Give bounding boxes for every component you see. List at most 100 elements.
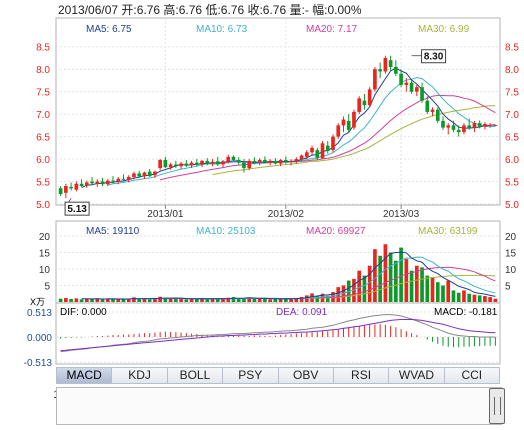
timeline-overview[interactable] [56, 387, 502, 425]
vol-legend-ma5: MA5: 19110 [86, 226, 140, 237]
price-y-tick-right: 8.5 [505, 43, 519, 54]
volume-bar [205, 299, 210, 302]
volume-bar [226, 297, 231, 302]
dif-line [60, 314, 496, 353]
volume-bar [451, 290, 456, 302]
macd-y-tick: 0.000 [27, 333, 52, 344]
volume-bar [247, 297, 252, 302]
volume-bar [163, 297, 168, 302]
candle-body [352, 111, 356, 128]
vol-legend-ma10: MA10: 25103 [196, 226, 256, 237]
price-y-tick-right: 6.5 [505, 133, 519, 144]
tab-wvad[interactable]: WVAD [388, 367, 444, 384]
candle-body [488, 124, 492, 126]
candle-body [477, 123, 482, 127]
candle-body [84, 182, 89, 186]
candle-body [336, 125, 341, 137]
ma30-line [212, 105, 496, 176]
dea-line [60, 319, 496, 352]
candle-body [394, 66, 398, 74]
candle-body [226, 156, 231, 162]
vol-y-tick-right: 20 [505, 232, 517, 243]
volume-bar [278, 299, 283, 302]
candle-body [231, 156, 236, 160]
candle-body [90, 181, 94, 184]
volume-bar [242, 298, 246, 302]
candle-body [247, 160, 252, 169]
candle-body [74, 183, 79, 190]
candle-body [420, 87, 424, 101]
candle-body [451, 125, 456, 130]
candle-body [194, 162, 199, 165]
candle-body [467, 125, 472, 128]
volume-bar [446, 280, 451, 302]
macd-legend-dif: DIF: 0.000 [60, 307, 107, 318]
candle-body [299, 155, 304, 160]
volume-bar [210, 299, 215, 302]
price-y-tick-right: 8.0 [505, 65, 519, 76]
candle-body [95, 181, 100, 184]
volume-bar [435, 282, 440, 302]
volume-bar [409, 270, 414, 302]
candle-body [294, 159, 299, 161]
volume-bar [367, 265, 372, 302]
volume-bar [472, 294, 477, 302]
candle-body [315, 150, 320, 159]
volume-bar [315, 296, 320, 302]
volume-bar [378, 255, 382, 302]
price-y-tick-right: 7.5 [505, 88, 519, 99]
candle-body [383, 57, 388, 72]
volume-bar [111, 298, 115, 302]
price-y-tick-right: 7.0 [505, 110, 519, 121]
volume-bar [388, 252, 393, 302]
indicator-tabs: MACD KDJ BOLL PSY OBV RSI WVAD CCI [56, 367, 500, 384]
vol-y-tick-left: 20 [39, 232, 51, 243]
volume-bar [142, 298, 147, 302]
macd-legend-dea: DEA: 0.091 [276, 307, 328, 318]
candle-body [64, 186, 68, 193]
legend-ma30: MA30: 6.99 [418, 24, 470, 35]
volume-bar [184, 299, 189, 302]
volume-bar [357, 270, 362, 302]
candle-body [289, 160, 293, 162]
volume-bar [373, 249, 377, 302]
volume-bar [493, 298, 498, 302]
macd-legend-macd: MACD: -0.181 [434, 307, 498, 318]
volume-bar [231, 297, 236, 302]
candle-body [132, 173, 136, 178]
volume-bar [74, 298, 79, 302]
candle-body [153, 171, 157, 176]
tab-cci[interactable]: CCI [443, 367, 500, 384]
volume-bar [221, 299, 225, 302]
volume-bar [294, 298, 299, 302]
tab-kdj[interactable]: KDJ [111, 367, 167, 384]
annotation-label: 5.13 [67, 204, 87, 215]
tab-psy[interactable]: PSY [222, 367, 278, 384]
volume-bar [462, 290, 466, 302]
candle-body [221, 161, 225, 165]
volume-bar [483, 296, 487, 302]
candle-body [483, 124, 487, 127]
tab-boll[interactable]: BOLL [166, 367, 223, 384]
vol-y-tick-right: 15 [505, 249, 517, 260]
candle-body [257, 159, 262, 162]
candle-body [341, 119, 346, 126]
volume-bar [299, 297, 304, 302]
volume-bar [158, 296, 162, 302]
candle-body [284, 159, 288, 162]
candle-body [189, 162, 194, 166]
x-tick-label: 2013/02 [268, 209, 305, 220]
annotation-box [421, 49, 447, 64]
candle-body [121, 178, 126, 180]
candle-body [116, 178, 121, 182]
candle-body [414, 87, 419, 92]
price-y-tick-right: 5.5 [505, 178, 519, 189]
volume-bar [84, 298, 89, 302]
timeline-drag-handle[interactable] [489, 388, 505, 424]
tab-macd[interactable]: MACD [56, 367, 112, 384]
candle-body [320, 143, 325, 159]
volume-bar [252, 298, 257, 302]
tab-obv[interactable]: OBV [277, 367, 333, 384]
tab-rsi[interactable]: RSI [332, 367, 389, 384]
volume-bar [95, 298, 100, 302]
